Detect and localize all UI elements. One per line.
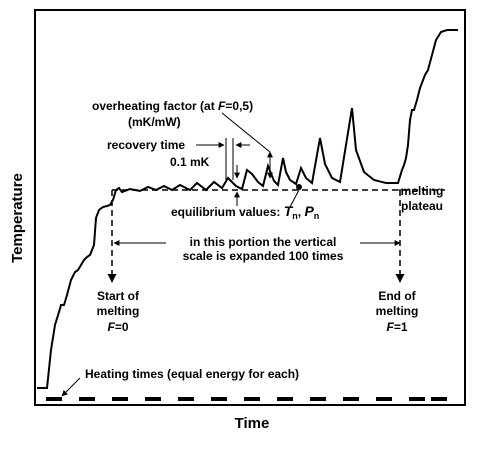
recovery-time-label: recovery time — [107, 138, 185, 152]
plateau-label-line2: plateau — [401, 199, 443, 213]
expanded-label-line1: in this portion the vertical — [190, 235, 337, 249]
heating-times-markers — [46, 397, 447, 401]
end-melting-fraction: F=1 — [386, 320, 407, 334]
equilibrium-label: equilibrium values: Tn, Pn — [171, 203, 319, 221]
overheating-pointer — [221, 112, 271, 153]
temperature-curve — [37, 29, 458, 389]
plateau-label-line1: melting — [401, 184, 444, 198]
heating-pulse — [145, 397, 161, 401]
end-melting-line1: End of — [378, 289, 416, 303]
heating-pulse — [376, 397, 392, 401]
heating-pulse — [244, 397, 260, 401]
heating-pulse — [79, 397, 95, 401]
equilibrium-point — [296, 184, 302, 190]
heating-pulse — [431, 397, 447, 401]
heating-pulse — [178, 397, 194, 401]
equilibrium-pointer — [289, 189, 300, 208]
heating-pulse — [211, 397, 227, 401]
expanded-label-line2: scale is expanded 100 times — [183, 249, 344, 263]
end-melting-line2: melting — [376, 304, 419, 318]
heating-pulse — [112, 397, 128, 401]
start-melting-line1: Start of — [97, 289, 140, 303]
x-axis-title: Time — [235, 415, 270, 432]
heating-times-pointer — [61, 377, 81, 397]
heating-pulse — [409, 397, 425, 401]
start-melting-fraction: F=0 — [107, 320, 128, 334]
overheating-units: (mK/mW) — [128, 115, 181, 129]
start-melting-line2: melting — [97, 304, 140, 318]
plot-frame — [34, 9, 466, 406]
heating-pulse — [343, 397, 359, 401]
y-axis-title: Temperature — [9, 173, 26, 263]
heating-pulse — [277, 397, 293, 401]
overheating-label: overheating factor (at F=0,5) — [92, 99, 253, 113]
heating-times-label: Heating times (equal energy for each) — [85, 367, 299, 381]
delta-temp-label: 0.1 mK — [170, 155, 210, 169]
heating-pulse — [310, 397, 326, 401]
heating-pulse — [46, 397, 62, 401]
